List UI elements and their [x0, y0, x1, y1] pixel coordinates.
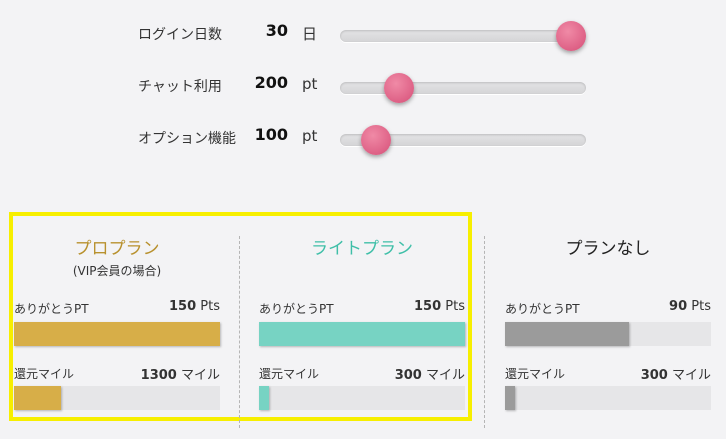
thanks-pt-number: 150 [169, 299, 197, 314]
miles-label: 還元マイル [14, 367, 75, 381]
miles-value: 300 マイル [641, 364, 711, 383]
slider-label: オプション機能 [138, 131, 236, 147]
slider-row-login-days: ログイン日数 30 日 [0, 14, 726, 54]
slider-label: チャット利用 [138, 79, 222, 95]
slider-knob[interactable] [384, 73, 415, 103]
miles-number: 300 [640, 368, 668, 383]
slider-value: 30 [265, 21, 288, 40]
thanks-pt-label: ありがとうPT [14, 302, 89, 316]
slider-label: ログイン日数 [138, 27, 222, 43]
miles-label: 還元マイル [505, 367, 566, 381]
miles-unit: マイル [180, 368, 220, 383]
thanks-pt-bar [505, 322, 711, 346]
plan-title: ライトプラン [311, 239, 413, 259]
miles-unit: マイル [671, 368, 711, 383]
plan-card-pro: プロプラン (VIP会員の場合) ありがとうPT 150 Pts 還元マイル 1… [14, 212, 220, 427]
thanks-pt-number: 150 [414, 299, 442, 314]
thanks-pt-label: ありがとうPT [505, 302, 580, 316]
chat-usage-slider[interactable] [340, 73, 586, 103]
miles-unit: マイル [425, 368, 465, 383]
miles-bar [505, 386, 711, 410]
plan-subtitle: (VIP会員の場合) [72, 264, 162, 278]
option-features-slider[interactable] [340, 125, 586, 155]
slider-unit: pt [302, 75, 318, 93]
miles-bar [14, 386, 220, 410]
thanks-pt-value: 90 Pts [669, 299, 711, 314]
thanks-pt-value: 150 Pts [169, 299, 220, 314]
slider-row-option-features: オプション機能 100 pt [0, 118, 726, 158]
plan-divider [239, 236, 240, 428]
miles-label: 還元マイル [259, 367, 320, 381]
highlight-box [9, 212, 472, 421]
miles-bar-fill [259, 386, 270, 410]
miles-bar-fill [505, 386, 516, 410]
slider-knob[interactable] [360, 125, 391, 155]
plan-title: プランなし [565, 239, 651, 259]
slider-value: 100 [254, 125, 288, 144]
thanks-pt-unit: Pts [200, 299, 220, 314]
thanks-pt-bar-fill [505, 322, 629, 346]
slider-knob[interactable] [556, 21, 587, 51]
thanks-pt-bar [14, 322, 220, 346]
miles-number: 1300 [140, 368, 177, 383]
thanks-pt-unit: Pts [445, 299, 465, 314]
thanks-pt-number: 90 [669, 299, 688, 314]
miles-bar-fill [14, 386, 62, 410]
miles-bar [259, 386, 465, 410]
plan-title: プロプラン [74, 239, 160, 259]
thanks-pt-unit: Pts [691, 299, 711, 314]
miles-number: 300 [394, 368, 422, 383]
plan-divider [484, 236, 485, 428]
slider-row-chat-usage: チャット利用 200 pt [0, 66, 726, 106]
miles-value: 300 マイル [395, 364, 465, 383]
plan-card-none: プランなし ありがとうPT 90 Pts 還元マイル 300 マイル [505, 212, 711, 427]
thanks-pt-bar-fill [259, 322, 465, 346]
slider-unit: 日 [302, 25, 318, 43]
thanks-pt-bar [259, 322, 465, 346]
plan-card-light: ライトプラン ありがとうPT 150 Pts 還元マイル 300 マイル [259, 212, 465, 427]
miles-value: 1300 マイル [141, 364, 220, 383]
thanks-pt-bar-fill [14, 322, 220, 346]
slider-value: 200 [254, 73, 288, 92]
thanks-pt-value: 150 Pts [414, 299, 465, 314]
login-days-slider[interactable] [340, 21, 587, 51]
slider-unit: pt [302, 127, 318, 145]
thanks-pt-label: ありがとうPT [259, 302, 334, 316]
